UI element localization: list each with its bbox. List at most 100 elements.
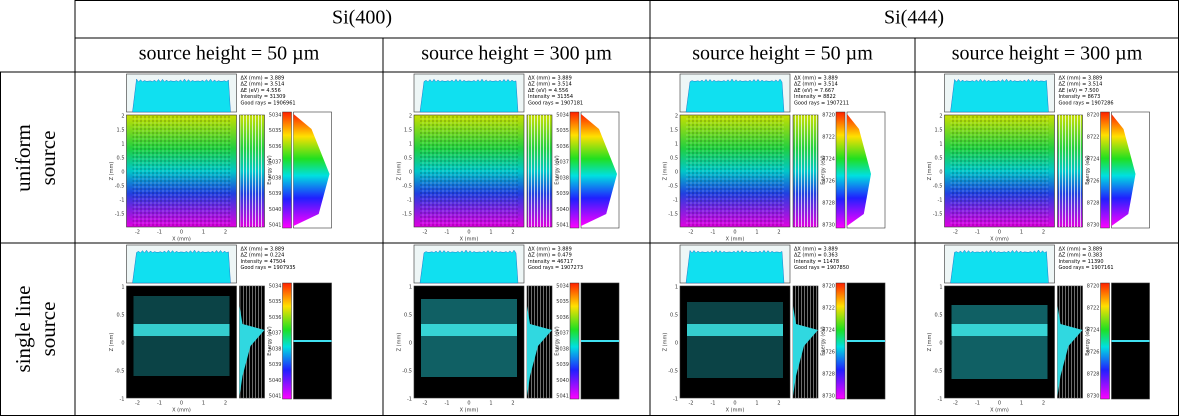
energy-tick-label: 5041 xyxy=(269,394,282,400)
energy-tick-label: 8724 xyxy=(822,157,835,163)
colorbar xyxy=(835,282,846,400)
z-tick-label: 1 xyxy=(121,142,124,148)
z-tick-label: -1.5 xyxy=(668,212,678,218)
column-header: source height = 300 µm xyxy=(952,43,1143,65)
stat-line: Intensity = 31309 xyxy=(241,94,286,100)
x-tick-label: -2 xyxy=(689,401,694,407)
energy-tick-label: 5040 xyxy=(269,207,282,213)
column-header: source height = 50 µm xyxy=(139,43,320,65)
stat-line: Intensity = 11390 xyxy=(1059,259,1104,265)
z-tick-label: 1 xyxy=(409,285,412,291)
z-tick-label: 0 xyxy=(409,170,412,176)
side-histogram-curve xyxy=(793,306,818,396)
energy-tick-label: 8728 xyxy=(1087,201,1100,207)
z-tick-label: -1 xyxy=(938,198,943,204)
energy-axis-label: Energy (eV) xyxy=(821,155,827,185)
z-tick-label: -0.5 xyxy=(402,184,412,190)
energy-tick-label: 5035 xyxy=(269,128,282,134)
energy-tick-label: 8726 xyxy=(822,179,835,185)
x-tick-label: 0 xyxy=(733,401,736,407)
colorbar xyxy=(1100,111,1110,229)
z-tick-label: 1 xyxy=(675,285,678,291)
top-histogram xyxy=(419,249,519,284)
x-tick-label: -2 xyxy=(423,230,428,236)
energy-tick-label: 5036 xyxy=(556,144,569,150)
x-tick-label: 1 xyxy=(1020,230,1023,236)
energy-axis-label: Energy (eV) xyxy=(1085,326,1091,356)
energy-tick-label: 5037 xyxy=(556,160,569,166)
energy-tick-label: 8728 xyxy=(822,372,835,378)
x-tick-label: 2 xyxy=(777,230,780,236)
spot-haze xyxy=(951,305,1048,379)
z-tick-label: -0.5 xyxy=(668,369,678,375)
z-tick-label: 2 xyxy=(939,114,942,120)
x-tick-label: 1 xyxy=(489,230,492,236)
z-tick-label: -0.5 xyxy=(402,369,412,375)
z-tick-label: 0 xyxy=(939,170,942,176)
stat-line: ΔX (mm) = 3.889 xyxy=(794,247,838,253)
energy-tick-label: 5040 xyxy=(556,378,569,384)
energy-axis-label: Energy (eV) xyxy=(555,155,561,185)
energy-tick-label: 5038 xyxy=(556,346,569,352)
energy-tick-label: 8722 xyxy=(822,135,835,141)
top-histogram xyxy=(132,78,231,113)
z-tick-label: 0.5 xyxy=(670,313,678,319)
z-axis-label: Z (mm) xyxy=(927,333,933,352)
stat-line: ΔX (mm) = 3.889 xyxy=(1059,76,1103,82)
z-tick-label: -1 xyxy=(120,198,125,204)
z-tick-label: 0 xyxy=(675,170,678,176)
row-label: source xyxy=(36,131,60,186)
energy-tick-label: 5039 xyxy=(556,362,569,368)
energy-tick-label: 5037 xyxy=(269,331,282,337)
energy-tick-label: 8720 xyxy=(1087,284,1100,290)
x-tick-label: 2 xyxy=(777,401,780,407)
stat-line: ΔE (eV) = 7.667 xyxy=(794,88,834,94)
energy-tick-label: 5040 xyxy=(556,207,569,213)
spot-map xyxy=(126,285,237,399)
stat-line: Good rays = 1907181 xyxy=(528,100,583,106)
energy-tick-label: 8722 xyxy=(822,306,835,312)
spot-grain xyxy=(420,116,518,226)
stat-line: ΔX (mm) = 3.889 xyxy=(528,76,572,82)
side-histogram-stripes xyxy=(528,115,551,227)
z-tick-label: -1.5 xyxy=(115,212,125,218)
x-axis-label: X (mm) xyxy=(172,408,191,414)
x-tick-label: -2 xyxy=(423,401,428,407)
z-tick-label: -1 xyxy=(673,397,678,403)
z-tick-label: 1 xyxy=(409,142,412,148)
stat-line: Intensity = 47504 xyxy=(241,259,286,265)
z-tick-label: 0.5 xyxy=(404,156,412,162)
energy-tick-label: 8724 xyxy=(822,328,835,334)
energy-tick-label: 8730 xyxy=(822,223,835,229)
z-tick-label: 0.5 xyxy=(117,313,125,319)
side-histogram-curve xyxy=(239,306,265,396)
energy-tick-label: 5035 xyxy=(556,128,569,134)
energy-histogram xyxy=(581,114,617,226)
energy-axis-label: Energy (eV) xyxy=(267,326,273,356)
z-tick-label: -0.5 xyxy=(933,369,943,375)
z-axis-label: Z (mm) xyxy=(397,333,403,352)
z-tick-label: 0 xyxy=(121,170,124,176)
x-tick-label: 2 xyxy=(1042,401,1045,407)
colorbar xyxy=(835,111,846,229)
x-tick-label: -2 xyxy=(953,401,958,407)
stat-line: ΔZ (mm) = 3.514 xyxy=(794,82,838,88)
spot-band xyxy=(421,324,517,336)
spot-grain xyxy=(132,116,231,226)
side-histogram-stripes xyxy=(794,115,817,227)
stat-line: ΔZ (mm) = 0.479 xyxy=(528,253,572,259)
x-tick-label: 2 xyxy=(511,230,514,236)
top-histogram xyxy=(685,249,785,284)
top-histogram xyxy=(950,249,1049,284)
z-tick-label: 0.5 xyxy=(935,313,943,319)
stat-line: Intensity = 31354 xyxy=(528,94,573,100)
z-tick-label: 0 xyxy=(409,341,412,347)
x-axis-label: X (mm) xyxy=(460,408,479,414)
stat-line: ΔX (mm) = 3.889 xyxy=(1059,247,1103,253)
x-tick-label: -1 xyxy=(711,230,716,236)
spot-band xyxy=(951,324,1048,336)
